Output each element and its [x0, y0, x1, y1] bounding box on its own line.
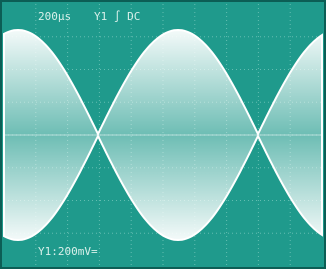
scale-label: Y1:200mV=: [38, 245, 98, 258]
trigger-label: Y1 ∫ DC: [94, 10, 140, 23]
timebase-label: 200µs: [38, 10, 71, 23]
oscilloscope-screen: 200µs Y1 ∫ DC Y1:200mV=: [0, 0, 326, 269]
page: 200µs Y1 ∫ DC Y1:200mV= (() => { const d…: [0, 0, 326, 269]
